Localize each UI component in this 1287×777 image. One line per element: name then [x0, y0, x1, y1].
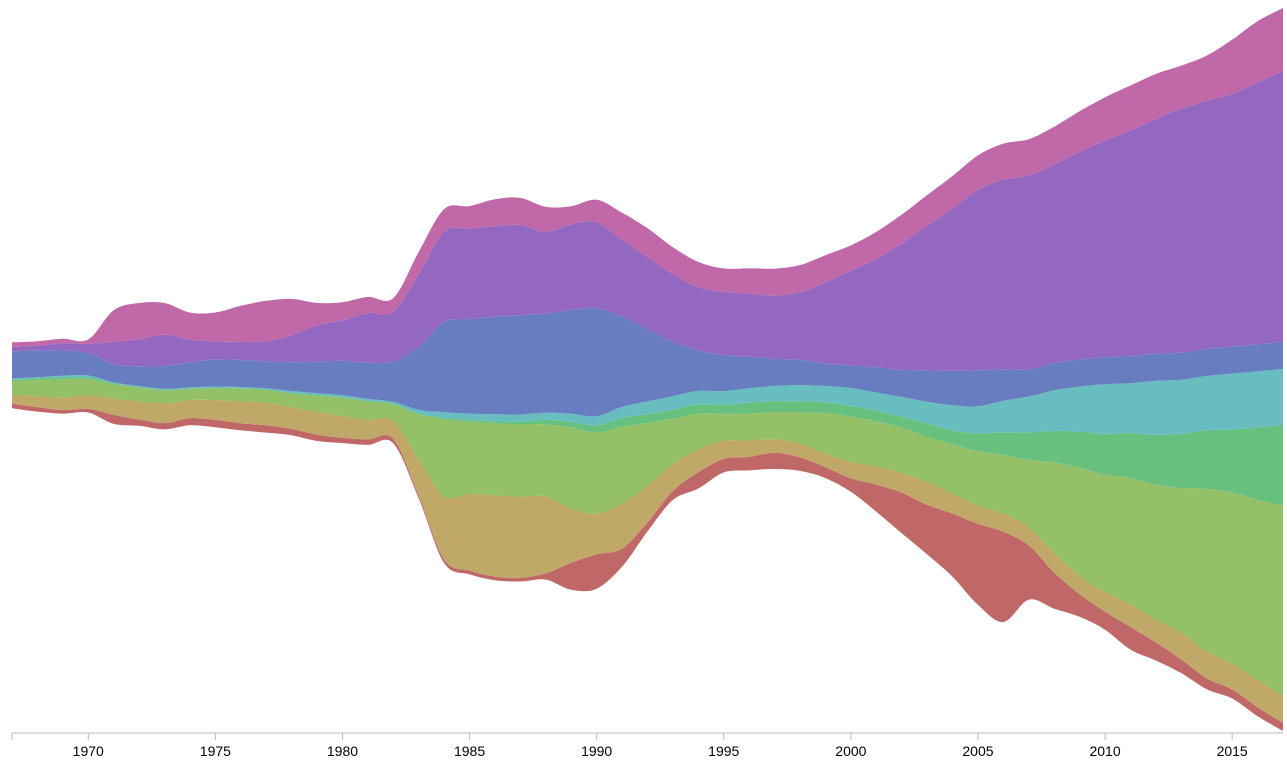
- x-tick-label: 1990: [581, 743, 612, 759]
- stream-layer-4: [12, 376, 1283, 507]
- stream-layer-5: [12, 369, 1283, 435]
- x-tick-label: 2005: [962, 743, 993, 759]
- x-axis: 1970 1975 1980 1985 1990 1995 2000 2005 2010 2015: [11, 732, 1283, 759]
- stream-layer-3: [12, 378, 1283, 696]
- x-tick-label: 1970: [73, 743, 104, 759]
- x-tick-label: 2015: [1217, 743, 1248, 759]
- stream-layer-6: [12, 307, 1283, 417]
- x-tick-label: 1980: [327, 743, 358, 759]
- x-tick-label: 1995: [708, 743, 739, 759]
- x-tick-label: 2000: [835, 743, 866, 759]
- stream-layer-7: [12, 71, 1283, 371]
- x-axis-ticks: 1970 1975 1980 1985 1990 1995 2000 2005 2010 2015: [73, 733, 1248, 759]
- stream-layer-8: [12, 8, 1283, 347]
- x-tick-label: 1975: [200, 743, 231, 759]
- stream-layer-1: [12, 403, 1283, 731]
- x-tick-label: 2010: [1089, 743, 1120, 759]
- x-tick-label: 1985: [454, 743, 485, 759]
- stream-layers: [12, 8, 1283, 731]
